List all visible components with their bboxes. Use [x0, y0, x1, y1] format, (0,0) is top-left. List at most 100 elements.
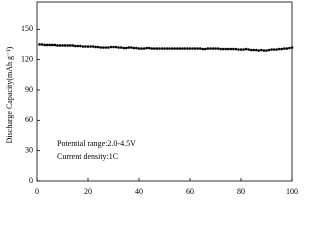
data-point [109, 45, 113, 49]
data-point [102, 46, 105, 49]
data-point [219, 47, 222, 51]
data-point [183, 47, 187, 50]
y-tick-label: 120 [21, 54, 33, 63]
data-point [147, 46, 151, 50]
data-point [81, 45, 85, 48]
data-point [196, 47, 199, 50]
y-axis-label: Discharge Capacity(mAh g⁻¹) [5, 46, 14, 143]
data-point [104, 46, 108, 49]
y-tick-label: 150 [21, 24, 33, 33]
data-point [99, 46, 103, 49]
data-point [237, 48, 240, 51]
data-point [211, 47, 215, 50]
data-point [168, 47, 171, 50]
data-point [155, 47, 159, 50]
data-point [252, 48, 256, 52]
data-point [254, 48, 258, 52]
data-point [204, 47, 207, 51]
data-point [132, 46, 136, 50]
data-point [153, 47, 156, 50]
data-point [232, 47, 235, 51]
y-tick-label: 30 [25, 145, 33, 154]
data-point [89, 45, 92, 48]
page: Discharge Capacity(mAh g⁻¹) Potential ra… [4, 1, 298, 196]
data-point [265, 49, 268, 52]
data-point [290, 46, 294, 49]
y-tick-label: 60 [25, 115, 33, 124]
data-point [267, 48, 271, 52]
data-point [186, 47, 189, 50]
y-tick-label: 0 [29, 176, 33, 185]
data-point [288, 46, 291, 50]
data-point [96, 45, 100, 49]
data-point [214, 47, 217, 50]
data-point [244, 47, 248, 51]
data-point [107, 46, 110, 49]
data-point [209, 47, 212, 50]
x-tick-label: 80 [237, 187, 245, 196]
data-point [275, 48, 279, 51]
data-point [53, 43, 57, 47]
data-point [181, 47, 184, 50]
data-point [242, 48, 245, 51]
data-point [79, 44, 82, 48]
data-point [247, 48, 250, 51]
data-point [84, 45, 87, 48]
chart: Discharge Capacity(mAh g⁻¹) Potential ra… [5, 1, 298, 196]
x-tick-label: 100 [286, 187, 298, 196]
data-point [229, 47, 233, 51]
data-point [160, 47, 164, 50]
data-point [73, 44, 77, 48]
data-point [94, 45, 97, 49]
data-point [280, 47, 284, 51]
data-point [163, 47, 166, 50]
data-point [56, 44, 59, 47]
data-point [285, 47, 289, 50]
plot-frame [36, 1, 293, 182]
data-point [170, 47, 174, 50]
data-point [198, 47, 202, 50]
data-point [114, 45, 118, 49]
data-point [216, 47, 220, 50]
data-point [117, 46, 120, 49]
data-point [43, 43, 46, 47]
data-point [283, 47, 286, 50]
data-point [173, 47, 176, 50]
data-point [124, 46, 128, 50]
data-point [76, 44, 80, 48]
data-point [260, 48, 263, 52]
data-point [272, 48, 276, 51]
data-point [63, 44, 67, 47]
data-point [68, 44, 72, 47]
data-point [66, 44, 69, 47]
data-point [135, 46, 138, 50]
data-point [175, 47, 179, 50]
annotation: Current density:1C [57, 152, 118, 161]
annotation: Potential range:2.0-4.5V [57, 139, 136, 148]
y-tick-label: 90 [25, 85, 33, 94]
data-point [112, 45, 115, 49]
data-point [158, 47, 161, 50]
data-point [239, 48, 243, 51]
data-point [86, 45, 90, 48]
data-point [91, 45, 95, 48]
data-point [193, 47, 197, 50]
data-point [277, 47, 281, 51]
data-point [221, 47, 225, 51]
data-point [137, 47, 141, 50]
data-point [130, 46, 133, 49]
data-point [58, 44, 62, 47]
data-point [206, 47, 210, 50]
data-point [38, 43, 41, 46]
x-tick-label: 0 [35, 187, 39, 196]
x-tick-label: 20 [84, 187, 92, 196]
data-point [51, 43, 54, 47]
data-point [40, 43, 44, 46]
data-point [178, 47, 182, 50]
x-tick-label: 60 [186, 187, 194, 196]
data-point [257, 49, 261, 52]
data-point [61, 44, 64, 47]
data-point [234, 47, 238, 51]
data-point [45, 43, 49, 47]
data-point [201, 47, 205, 51]
